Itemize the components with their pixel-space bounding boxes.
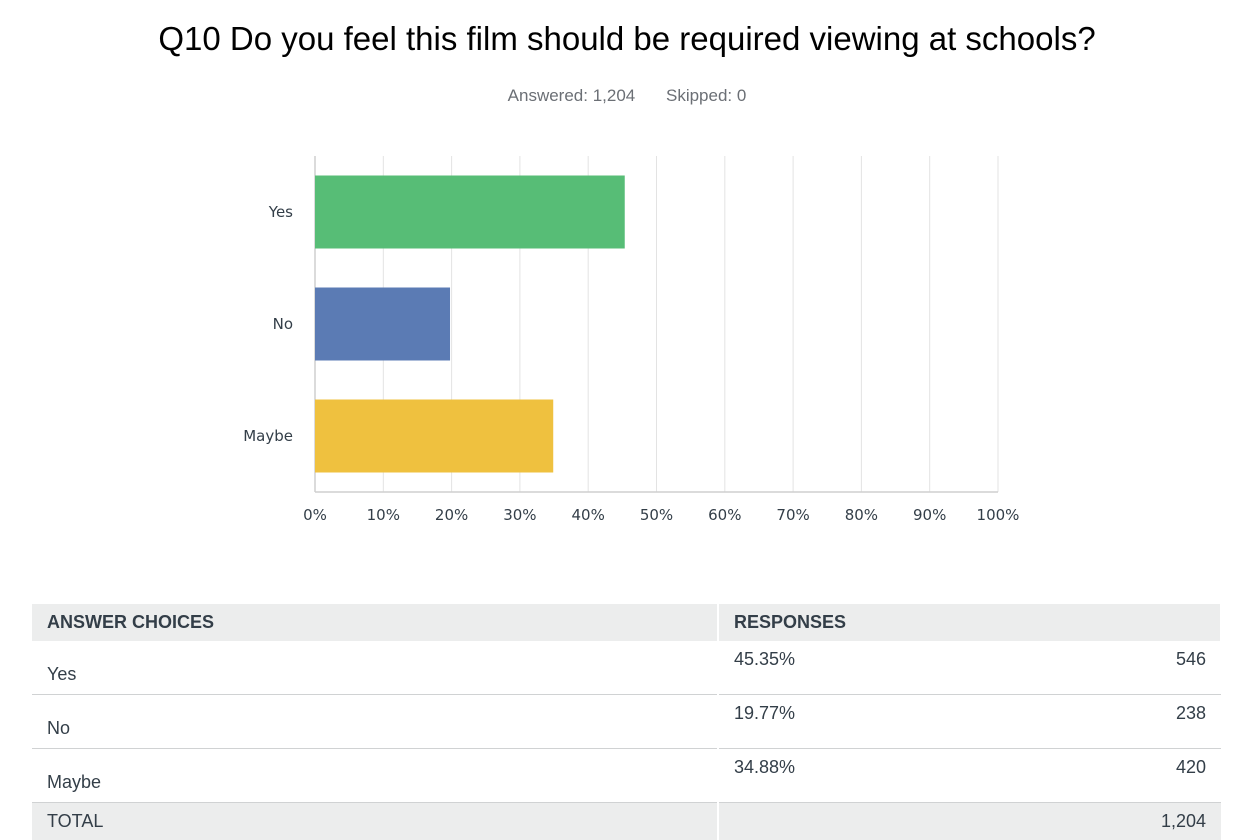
percent-cell: 19.77% <box>718 695 995 749</box>
category-label: Yes <box>268 203 293 221</box>
category-label: No <box>273 315 293 333</box>
answered-count: Answered: 1,204 <box>508 86 636 105</box>
choice-cell: No <box>32 695 718 749</box>
responses-header: RESPONSES <box>718 604 1221 641</box>
x-tick-label: 10% <box>367 506 400 524</box>
count-cell: 546 <box>995 641 1221 695</box>
response-summary: Answered: 1,204 Skipped: 0 <box>0 86 1254 106</box>
category-label: Maybe <box>243 427 293 445</box>
total-count: 1,204 <box>995 803 1221 840</box>
x-tick-label: 80% <box>845 506 878 524</box>
choice-cell: Maybe <box>32 749 718 803</box>
bar <box>315 400 553 473</box>
bar <box>315 176 625 249</box>
skipped-count: Skipped: 0 <box>666 86 746 105</box>
percent-cell: 34.88% <box>718 749 995 803</box>
x-tick-label: 100% <box>977 506 1020 524</box>
table-header-row: ANSWER CHOICES RESPONSES <box>32 604 1221 641</box>
x-tick-label: 70% <box>776 506 809 524</box>
x-tick-label: 40% <box>572 506 605 524</box>
total-spacer <box>718 803 995 840</box>
responses-table: ANSWER CHOICES RESPONSES Yes 45.35% 546 … <box>32 604 1222 840</box>
total-row: TOTAL 1,204 <box>32 803 1221 840</box>
x-tick-label: 60% <box>708 506 741 524</box>
count-cell: 420 <box>995 749 1221 803</box>
x-tick-label: 50% <box>640 506 673 524</box>
x-tick-label: 30% <box>503 506 536 524</box>
total-label: TOTAL <box>32 803 718 840</box>
choice-cell: Yes <box>32 641 718 695</box>
x-tick-label: 20% <box>435 506 468 524</box>
count-cell: 238 <box>995 695 1221 749</box>
table-row: Yes 45.35% 546 <box>32 641 1221 695</box>
bar-chart: Yes No Maybe 0% 10% 20% 30% 40% 50% 60% 70% 80% 90% 1… <box>0 140 1254 540</box>
x-tick-label: 0% <box>303 506 327 524</box>
table-row: Maybe 34.88% 420 <box>32 749 1221 803</box>
answer-choices-header: ANSWER CHOICES <box>32 604 718 641</box>
question-title: Q10 Do you feel this film should be requ… <box>0 20 1254 58</box>
x-tick-label: 90% <box>913 506 946 524</box>
percent-cell: 45.35% <box>718 641 995 695</box>
table-row: No 19.77% 238 <box>32 695 1221 749</box>
bar <box>315 288 450 361</box>
